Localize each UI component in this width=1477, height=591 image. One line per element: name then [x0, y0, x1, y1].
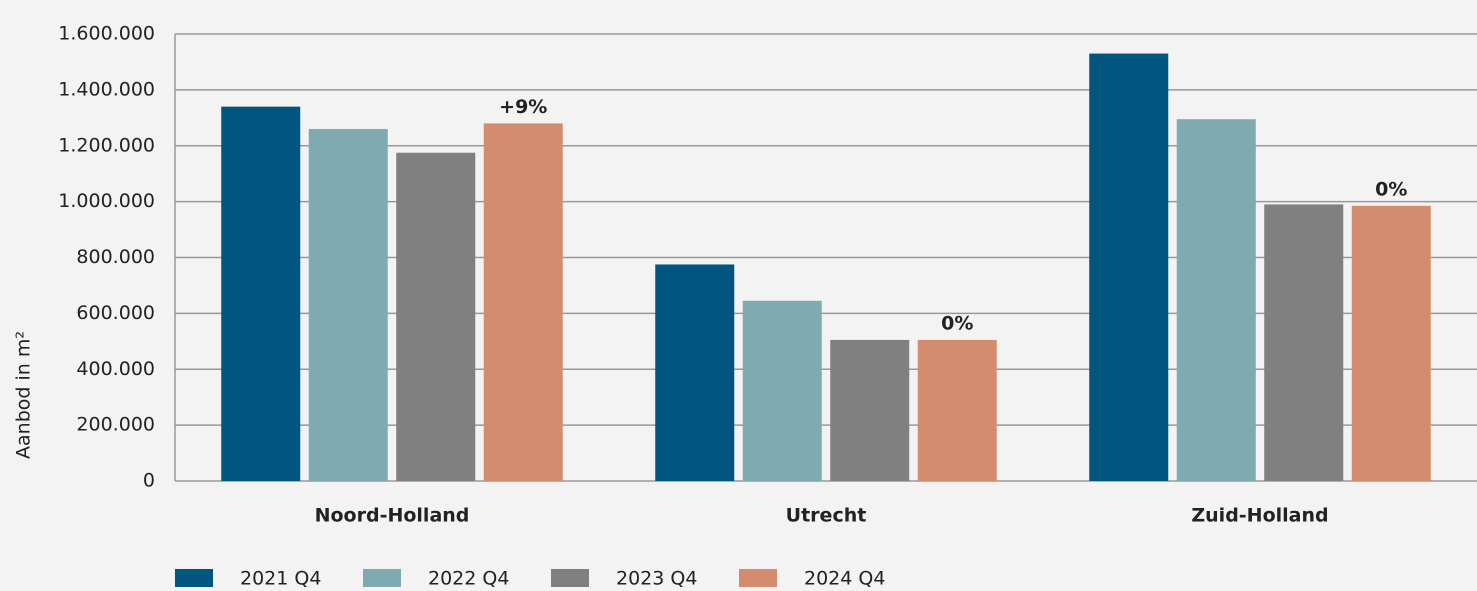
legend-label: 2024 Q4 — [804, 568, 885, 590]
legend-swatch — [551, 569, 589, 587]
y-tick-label: 1.400.000 — [58, 78, 155, 100]
y-axis-label: Aanbod in m² — [13, 331, 35, 459]
bar — [830, 339, 910, 481]
legend-swatch — [175, 569, 213, 587]
y-tick-label: 1.000.000 — [58, 190, 155, 212]
y-tick-label: 1.200.000 — [58, 134, 155, 156]
y-tick-label: 200.000 — [76, 414, 155, 436]
bar — [655, 264, 735, 481]
bar — [308, 128, 388, 482]
x-tick-label: Noord-Holland — [315, 505, 470, 527]
bar-annotation: +9% — [499, 96, 547, 118]
bar — [1264, 204, 1344, 481]
y-tick-label: 600.000 — [76, 302, 155, 324]
legend-swatch — [363, 569, 401, 587]
y-tick-label: 800.000 — [76, 246, 155, 268]
legend-label: 2022 Q4 — [428, 568, 509, 590]
x-tick-label: Utrecht — [786, 505, 867, 527]
legend-swatch — [739, 569, 777, 587]
bar — [483, 123, 563, 482]
y-tick-label: 400.000 — [76, 358, 155, 380]
legend-label: 2021 Q4 — [240, 568, 321, 590]
bar — [221, 106, 301, 481]
legend-label: 2023 Q4 — [616, 568, 697, 590]
bar-annotation: 0% — [1375, 178, 1407, 200]
bar — [1089, 53, 1169, 482]
y-tick-label: 1.600.000 — [58, 23, 155, 45]
bar — [917, 339, 997, 481]
bar — [1351, 205, 1431, 482]
x-tick-label: Zuid-Holland — [1191, 505, 1328, 527]
bar — [1176, 119, 1256, 481]
bar-annotation: 0% — [941, 312, 973, 334]
bar — [742, 300, 822, 481]
y-tick-label: 0 — [143, 470, 155, 492]
bar — [396, 152, 476, 481]
